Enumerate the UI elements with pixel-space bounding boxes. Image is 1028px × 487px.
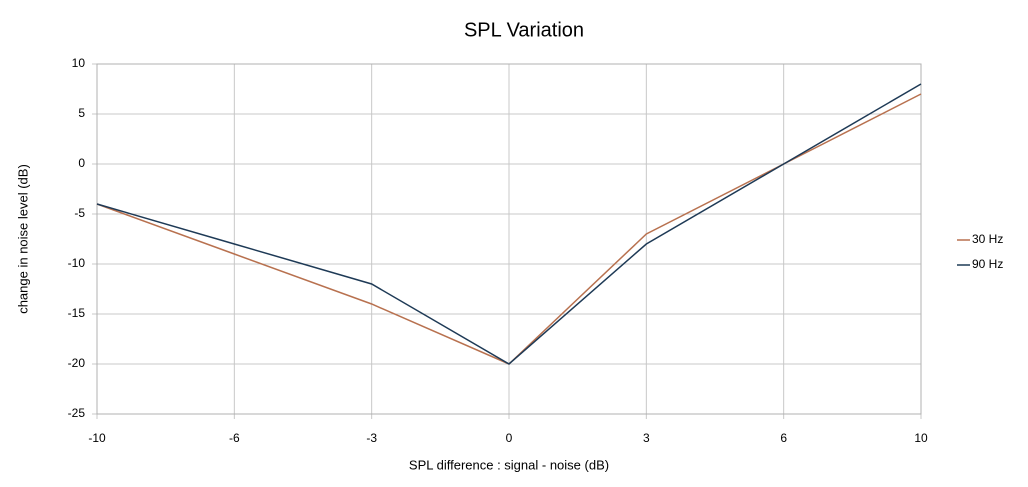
x-tick-label: -3 bbox=[366, 431, 377, 445]
plot-border bbox=[96, 63, 922, 415]
y-tick-label: -15 bbox=[68, 306, 86, 320]
legend-label: 90 Hz bbox=[972, 257, 1003, 271]
y-tick-label: 10 bbox=[72, 56, 86, 70]
y-tick-label: -10 bbox=[68, 256, 86, 270]
chart-title: SPL Variation bbox=[464, 19, 584, 41]
x-tick-label: -6 bbox=[229, 431, 240, 445]
x-tick-label: -10 bbox=[88, 431, 106, 445]
x-tick-label: 3 bbox=[643, 431, 650, 445]
y-tick-label: -20 bbox=[68, 356, 86, 370]
y-tick-label: 5 bbox=[78, 106, 85, 120]
y-axis-label: change in noise level (dB) bbox=[15, 164, 30, 314]
y-tick-label: 0 bbox=[78, 156, 85, 170]
x-axis-label: SPL difference : signal - noise (dB) bbox=[409, 457, 609, 472]
x-tick-label: 6 bbox=[780, 431, 787, 445]
series-line bbox=[96, 83, 922, 365]
legend-label: 30 Hz bbox=[972, 232, 1003, 246]
x-tick-label: 0 bbox=[506, 431, 513, 445]
x-tick-label: 10 bbox=[914, 431, 928, 445]
y-tick-label: -25 bbox=[68, 406, 86, 420]
y-tick-label: -5 bbox=[74, 206, 85, 220]
